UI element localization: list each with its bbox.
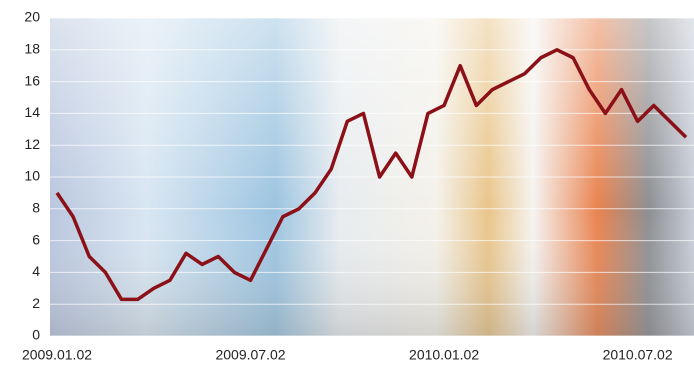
x-tick-label: 2010.01.02 (409, 347, 479, 363)
line-series (55, 48, 688, 302)
y-tick-label: 10 (24, 168, 40, 184)
y-tick-label: 8 (32, 200, 40, 216)
y-tick-label: 16 (24, 72, 40, 88)
y-tick-label: 4 (32, 263, 40, 279)
y-tick-label: 18 (24, 41, 40, 57)
x-tick-label: 2009.07.02 (215, 347, 285, 363)
y-tick-label: 14 (24, 104, 40, 120)
x-tick-label: 2010.07.02 (603, 347, 673, 363)
y-tick-label: 12 (24, 136, 40, 152)
y-tick-label: 0 (32, 327, 40, 343)
y-tick-label: 2 (32, 295, 40, 311)
y-tick-label: 20 (24, 9, 40, 25)
y-tick-label: 6 (32, 231, 40, 247)
x-tick-label: 2009.01.02 (22, 347, 92, 363)
